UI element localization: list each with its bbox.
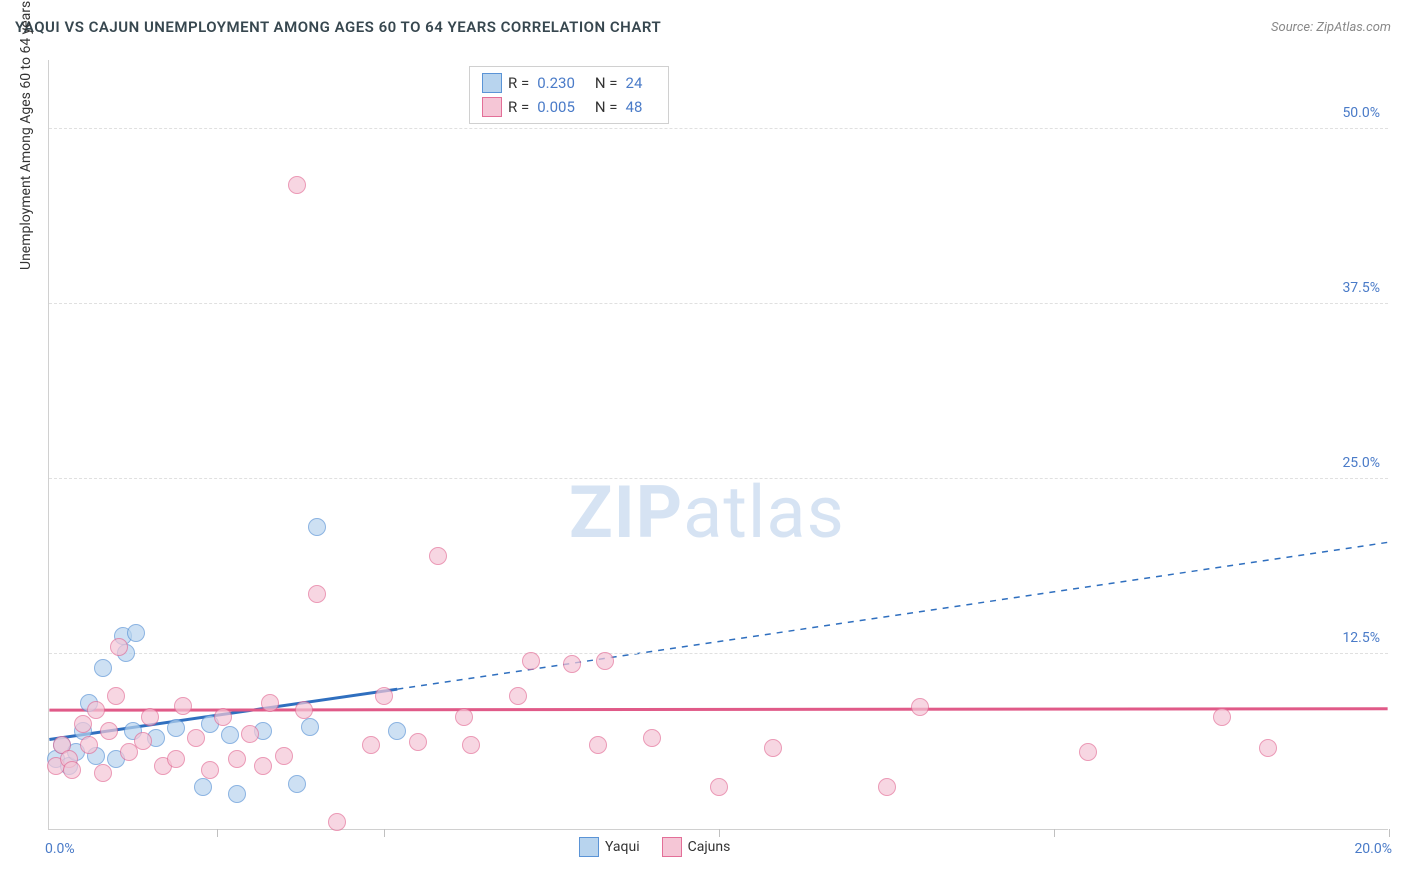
data-point xyxy=(110,638,128,656)
data-point xyxy=(194,778,212,796)
data-point xyxy=(228,750,246,768)
data-point xyxy=(94,659,112,677)
data-point xyxy=(187,729,205,747)
x-tick xyxy=(384,829,385,837)
gridline xyxy=(49,478,1388,479)
r-value-cajuns: 0.005 xyxy=(537,98,575,116)
legend-row-yaqui: R = 0.230 N = 24 xyxy=(482,71,656,95)
x-tick xyxy=(217,829,218,837)
data-point xyxy=(288,775,306,793)
data-point xyxy=(911,698,929,716)
swatch-cajuns xyxy=(482,97,502,117)
n-value-cajuns: 48 xyxy=(626,98,643,116)
data-point xyxy=(141,708,159,726)
data-point xyxy=(63,761,81,779)
scatter-chart: ZIPatlas R = 0.230 N = 24 R = 0.005 N = … xyxy=(48,60,1388,830)
x-axis-max-label: 20.0% xyxy=(1354,841,1392,857)
data-point xyxy=(167,750,185,768)
y-tick-label: 50.0% xyxy=(1342,105,1380,121)
data-point xyxy=(710,778,728,796)
data-point xyxy=(522,652,540,670)
data-point xyxy=(127,624,145,642)
data-point xyxy=(878,778,896,796)
data-point xyxy=(589,736,607,754)
data-point xyxy=(764,739,782,757)
swatch-cajuns-icon xyxy=(662,837,682,857)
data-point xyxy=(328,813,346,831)
gridline xyxy=(49,303,1388,304)
y-tick-label: 12.5% xyxy=(1342,630,1380,646)
data-point xyxy=(134,732,152,750)
legend-label-cajuns: Cajuns xyxy=(688,839,731,855)
data-point xyxy=(455,708,473,726)
y-axis-title: Unemployment Among Ages 60 to 64 years xyxy=(18,1,34,270)
data-point xyxy=(563,655,581,673)
x-tick xyxy=(1389,829,1390,837)
data-point xyxy=(228,785,246,803)
data-point xyxy=(1213,708,1231,726)
legend-row-cajuns: R = 0.005 N = 48 xyxy=(482,95,656,119)
gridline xyxy=(49,128,1388,129)
data-point xyxy=(308,585,326,603)
data-point xyxy=(107,687,125,705)
data-point xyxy=(254,757,272,775)
r-value-yaqui: 0.230 xyxy=(537,74,575,92)
x-axis-min-label: 0.0% xyxy=(45,841,75,857)
legend-item-cajuns: Cajuns xyxy=(662,837,731,857)
x-tick xyxy=(1054,829,1055,837)
correlation-legend: R = 0.230 N = 24 R = 0.005 N = 48 xyxy=(469,66,669,124)
y-tick-label: 37.5% xyxy=(1342,280,1380,296)
data-point xyxy=(295,701,313,719)
swatch-yaqui-icon xyxy=(579,837,599,857)
data-point xyxy=(167,719,185,737)
data-point xyxy=(94,764,112,782)
swatch-yaqui xyxy=(482,73,502,93)
trend-lines xyxy=(49,60,1388,829)
data-point xyxy=(429,547,447,565)
data-point xyxy=(1079,743,1097,761)
data-point xyxy=(221,726,239,744)
legend-item-yaqui: Yaqui xyxy=(579,837,640,857)
data-point xyxy=(362,736,380,754)
data-point xyxy=(388,722,406,740)
data-point xyxy=(201,761,219,779)
data-point xyxy=(1259,739,1277,757)
data-point xyxy=(409,733,427,751)
data-point xyxy=(87,701,105,719)
data-point xyxy=(241,725,259,743)
legend-label-yaqui: Yaqui xyxy=(605,839,640,855)
data-point xyxy=(100,722,118,740)
data-point xyxy=(596,652,614,670)
x-tick xyxy=(719,829,720,837)
data-point xyxy=(301,718,319,736)
data-point xyxy=(643,729,661,747)
source-attribution: Source: ZipAtlas.com xyxy=(1271,20,1391,35)
y-tick-label: 25.0% xyxy=(1342,455,1380,471)
data-point xyxy=(74,715,92,733)
data-point xyxy=(288,176,306,194)
data-point xyxy=(462,736,480,754)
data-point xyxy=(80,736,98,754)
data-point xyxy=(174,697,192,715)
chart-title: YAQUI VS CAJUN UNEMPLOYMENT AMONG AGES 6… xyxy=(15,18,661,36)
n-value-yaqui: 24 xyxy=(626,74,643,92)
data-point xyxy=(509,687,527,705)
gridline xyxy=(49,653,1388,654)
data-point xyxy=(261,694,279,712)
data-point xyxy=(308,518,326,536)
data-point xyxy=(275,747,293,765)
data-point xyxy=(375,687,393,705)
watermark: ZIPatlas xyxy=(569,470,845,555)
data-point xyxy=(214,708,232,726)
series-legend: Yaqui Cajuns xyxy=(579,837,730,857)
